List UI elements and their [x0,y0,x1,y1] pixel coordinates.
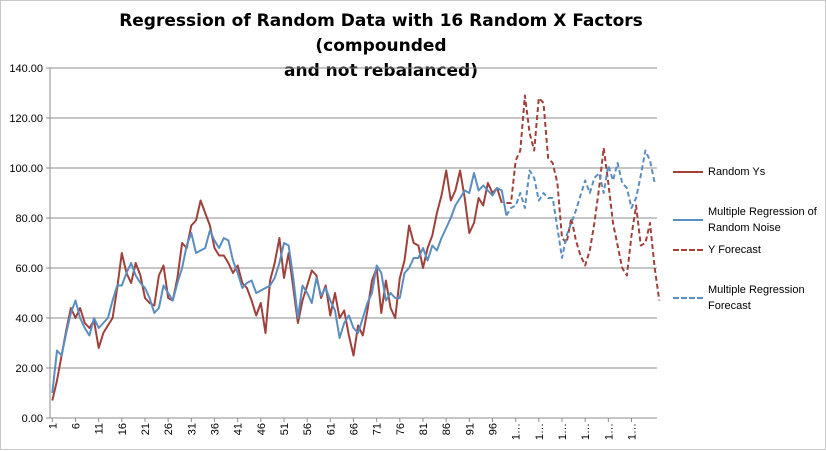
x-tick-label: 1… [603,423,615,440]
chart-title-line-2: and not rebalanced) [284,61,478,81]
chart-title-line-1: Regression of Random Data with 16 Random… [119,11,643,56]
legend-swatch-regression-forecast [673,297,703,299]
x-axis-tick-labels: 1 6 11 16 21 26 31 36 41 46 51 56 61 66 71 76 81 86 91 96 1…… [47,423,638,440]
x-tick-label: 91 [464,423,476,435]
x-tick-label: 66 [349,423,361,435]
y-tick-label: 100.00 [9,163,43,175]
series-lines [51,94,661,401]
x-tick-label: 6 [70,423,82,429]
legend-label-random-ys: Random Ys [708,166,766,178]
x-tick-label: 61 [325,423,337,435]
x-tick-label: 1… [511,423,523,440]
legend-label-y-forecast: Y Forecast [708,244,761,256]
x-tick-label: 1… [580,423,592,440]
x-tick-label: 76 [395,423,407,435]
x-tick-label: 46 [256,423,268,435]
y-tick-label: 60.00 [15,263,43,275]
x-tick-label: 51 [279,423,291,435]
x-tick-label: 81 [418,423,430,435]
x-tick-label: 41 [233,423,245,435]
x-tick-label: 71 [372,423,384,435]
series-line-multiple-regression-forecast [505,149,656,259]
chart-title: Regression of Random Data with 16 Random… [61,9,701,84]
series-line-multiple-regression-of-random-noise [51,172,508,394]
y-tick-label: 140.00 [9,63,43,75]
legend-swatch-multiple-regression [673,219,703,221]
x-tick-label: 1… [627,423,639,440]
axes [46,67,657,422]
y-tick-label: 80.00 [15,213,43,225]
x-tick-label: 56 [302,423,314,435]
x-tick-label: 11 [94,423,106,434]
gridlines [50,67,657,369]
y-tick-label: 120.00 [9,113,43,125]
series-line-random-ys [51,169,503,401]
x-tick-label: 96 [488,423,500,435]
x-tick-label: 86 [441,423,453,435]
legend-item-y-forecast: Y Forecast [673,242,826,258]
legend-swatch-random-ys [673,171,703,173]
legend-item-multiple-regression: Multiple Regression of Random Noise [673,204,826,236]
series-line-y-forecast [506,94,661,301]
x-tick-label: 21 [140,423,152,435]
legend-label-regression-forecast: Multiple Regression Forecast [708,284,805,312]
legend-item-regression-forecast: Multiple Regression Forecast [673,282,826,314]
legend-swatch-y-forecast [673,249,703,251]
y-axis-tick-labels: 0.00 20.00 40.00 60.00 80.00 100.00 120.00 140.… [9,63,43,425]
y-tick-label: 40.00 [15,313,43,325]
x-tick-label: 31 [186,423,198,435]
x-tick-label: 1 [47,423,59,429]
legend-item-random-ys: Random Ys [673,164,826,180]
x-tick-label: 16 [117,423,129,435]
x-tick-label: 26 [163,423,175,435]
x-tick-label: 1… [557,423,569,440]
y-tick-label: 0.00 [22,413,43,425]
x-tick-label: 1… [534,423,546,440]
legend-label-multiple-regression: Multiple Regression of Random Noise [708,206,817,234]
x-tick-label: 36 [209,423,221,435]
y-tick-label: 20.00 [15,363,43,375]
